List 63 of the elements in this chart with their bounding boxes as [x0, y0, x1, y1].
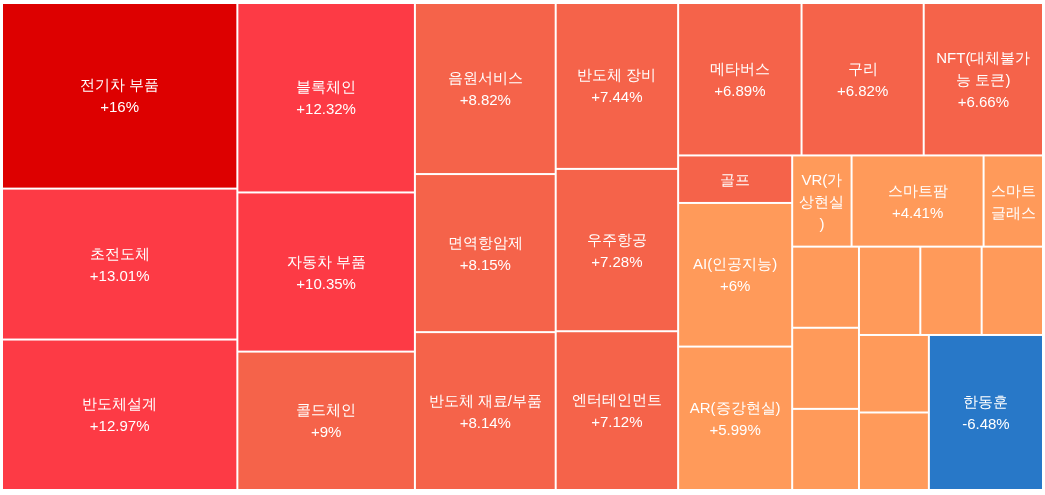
data-label: +13.01% — [89, 266, 150, 284]
data-label: +8.15% — [459, 255, 511, 273]
cell: 구리 +6.82% — [802, 4, 923, 155]
category-label: 반도체 재료/부품 — [428, 391, 542, 409]
cell: 반도체 재료/부품 +8.14% — [415, 333, 555, 489]
cell: 메타버스 +6.89% — [679, 4, 801, 155]
category-label: 스마트팜 — [887, 181, 948, 199]
category-label: 반도체설계 — [82, 395, 158, 413]
data-label: +4.41% — [891, 203, 944, 221]
data-label: +6.82% — [836, 81, 889, 99]
category-label: AI(인공지능) — [693, 255, 778, 273]
cell: VR(가상현실) — [793, 156, 851, 246]
cell: 블록체인 +12.32% — [238, 4, 414, 192]
data-label: +9% — [310, 423, 342, 441]
cell: 반도체 장비 +7.44% — [556, 4, 678, 168]
data-label: +8.82% — [459, 91, 511, 109]
category-label: 스마트 글래스 — [990, 181, 1036, 221]
data-label: +7.44% — [591, 88, 643, 106]
category-label: AR(증강현실) — [689, 398, 781, 416]
category-label: 콜드체인 — [296, 401, 357, 419]
cell: 스마트팜 +4.41% — [852, 156, 983, 246]
category-label: NFT(대체불가능 토큰) — [936, 48, 1031, 88]
category-label: 한동훈 — [963, 392, 1009, 410]
data-label: +5.99% — [709, 420, 761, 438]
cell: 골프 — [679, 156, 792, 202]
cell: 콜드체인 +9% — [238, 352, 414, 489]
data-label: +6.66% — [957, 92, 1009, 110]
category-label: 우주항공 — [586, 230, 647, 248]
data-label: +6.89% — [714, 81, 766, 99]
category-label: 음원서비스 — [447, 69, 523, 87]
category-label: 엔터테인먼트 — [571, 391, 662, 409]
category-label: 초전도체 — [89, 244, 150, 262]
cell: 전기차 부품 +16% — [3, 4, 237, 188]
category-label: 블록체인 — [296, 78, 357, 96]
data-label: -6.48% — [962, 414, 1010, 432]
category-label: 전기차 부품 — [80, 76, 160, 94]
data-label: +6% — [719, 277, 751, 295]
cell: 우주항공 +7.28% — [556, 169, 678, 331]
cell: 음원서비스 +8.82% — [415, 4, 555, 174]
cell: 스마트 글래스 — [984, 156, 1042, 246]
data-label: +7.28% — [591, 252, 643, 270]
cell: AR(증강현실) +5.99% — [679, 347, 792, 489]
data-label: +7.12% — [591, 413, 643, 431]
cell: 엔터테인먼트 +7.12% — [556, 332, 678, 489]
data-label: +16% — [100, 98, 140, 116]
cell: 한동훈 -6.48% — [929, 335, 1042, 489]
cell: 반도체설계 +12.97% — [3, 340, 237, 489]
category-label: 면역항암제 — [447, 233, 523, 251]
cell: AI(인공지능) +6% — [679, 203, 792, 346]
category-label: 반도체 장비 — [577, 66, 657, 84]
cell: NFT(대체불가능 토큰) +6.66% — [924, 4, 1042, 155]
category-label: 자동차 부품 — [286, 252, 366, 270]
cell: 면역항암제 +8.15% — [415, 175, 555, 332]
category-label: 메타버스 — [709, 59, 770, 77]
category-label: VR(가상현실) — [799, 170, 845, 232]
data-label: +8.14% — [459, 413, 511, 431]
category-label: 골프 — [720, 170, 751, 188]
category-label: 구리 — [847, 59, 878, 77]
data-label: +12.32% — [296, 100, 356, 118]
cell: 초전도체 +13.01% — [3, 189, 237, 339]
data-label: +10.35% — [296, 274, 356, 292]
data-label: +12.97% — [89, 417, 150, 435]
cell: 자동차 부품 +10.35% — [238, 193, 414, 351]
